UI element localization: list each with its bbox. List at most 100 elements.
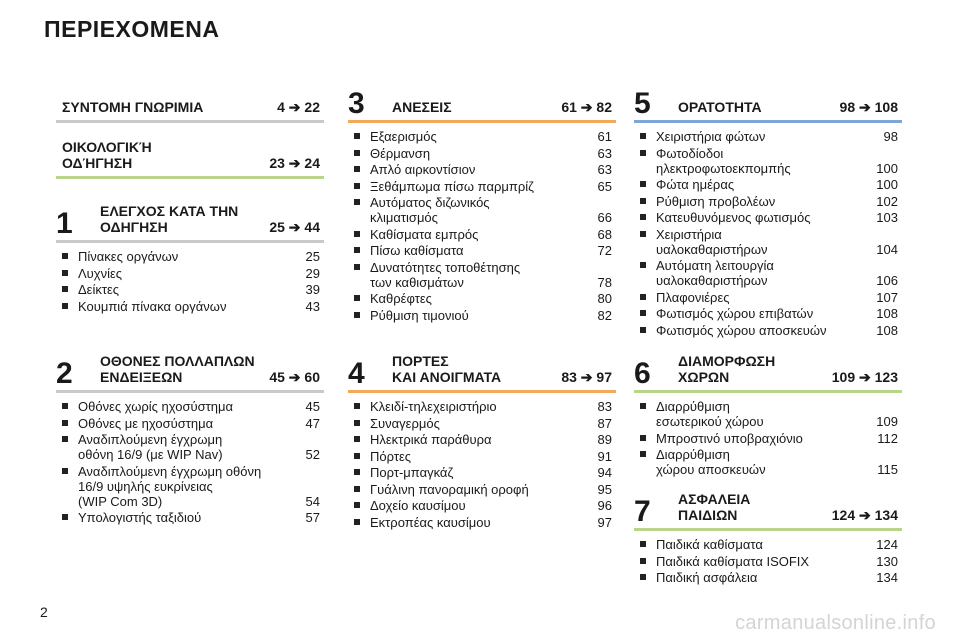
toc-list: Πίνακες οργάνων 25 Λυχνίες 29 Δείκτες 39 Κο… (56, 249, 324, 314)
page-number: 45 (305, 399, 320, 414)
toc-item[interactable]: Κατευθυνόμενος φωτισμός 103 (634, 210, 902, 225)
section-divider (56, 120, 324, 123)
toc-item[interactable]: Χειριστήρια υαλοκαθαριστήρων 104 (634, 227, 902, 257)
page-number: 104 (876, 241, 898, 257)
page-number: 97 (597, 514, 612, 530)
section-number: 1 (56, 207, 73, 240)
section-title: ΠΟΡΤΕΣ ΚΑΙ ΑΝΟΙΓΜΑΤΑ (392, 353, 502, 385)
page-number: 83 (597, 399, 612, 414)
toc-item[interactable]: Αυτόματη λειτουργία υαλοκαθαριστήρων 106 (634, 258, 902, 288)
toc-item[interactable]: Λυχνίες 29 (56, 266, 324, 281)
section-7-header[interactable]: 7 ΑΣΦΑΛΕΙΑ ΠΑΙΔΙΩΝ 124 ➔ 134 (634, 486, 902, 528)
toc-item[interactable]: Παιδικά καθίσματα 124 (634, 537, 902, 552)
toc-item[interactable]: Δείκτες 39 (56, 282, 324, 297)
toc-item[interactable]: Πόρτες 91 (348, 449, 616, 464)
toc-item[interactable]: Αναδιπλούμενη έγχρωμη οθόνη 16/9 (με WIP… (56, 432, 324, 462)
section-number: 7 (634, 495, 651, 528)
page-number: 80 (597, 291, 612, 306)
section-5-header[interactable]: 5 ΟΡΑΤΟΤΗΤΑ 98 ➔ 108 (634, 78, 902, 119)
page-range: 23 ➔ 24 (269, 155, 320, 171)
section-intro-header[interactable]: ΣΥΝΤΟΜΗ ΓΝΩΡΙΜΙΑ 4 ➔ 22 (56, 78, 324, 118)
toc-item[interactable]: Δυνατότητες τοποθέτησης των καθισμάτων 78 (348, 260, 616, 290)
toc-item[interactable]: Χειριστήρια φώτων 98 (634, 129, 902, 144)
toc-item[interactable]: Ξεθάμπωμα πίσω παρμπρίζ 65 (348, 179, 616, 194)
section-title: ΣΥΝΤΟΜΗ ΓΝΩΡΙΜΙΑ (62, 99, 204, 115)
section-1-header[interactable]: 1 ΕΛΕΓΧΟΣ ΚΑΤΑ ΤΗΝ ΟΔΗΓΗΣΗ 25 ➔ 44 (56, 198, 324, 240)
toc-item[interactable]: Πορτ-μπαγκάζ 94 (348, 465, 616, 480)
toc-item[interactable]: Μπροστινό υποβραχιόνιο 112 (634, 431, 902, 446)
section-title: ΔΙΑΜΟΡΦΩΣΗ ΧΩΡΩΝ (678, 353, 776, 385)
page-number: 61 (597, 129, 612, 144)
toc-item[interactable]: Δοχείο καυσίμου 96 (348, 498, 616, 513)
toc-item[interactable]: Διαρρύθμιση χώρου αποσκευών 115 (634, 447, 902, 477)
page-number: 65 (597, 178, 612, 194)
toc-item[interactable]: Καθρέφτες 80 (348, 291, 616, 306)
toc-item[interactable]: Οθόνες χωρίς ηχοσύστημα 45 (56, 399, 324, 414)
toc-item[interactable]: Απλό αιρκοντίσιον 63 (348, 162, 616, 177)
section-5: 5 ΟΡΑΤΟΤΗΤΑ 98 ➔ 108 Χειριστήρια φώτων 98… (634, 78, 902, 339)
section-number: 6 (634, 357, 651, 390)
toc-list: Διαρρύθμιση εσωτερικού χώρου 109 Μπροστιν… (634, 399, 902, 477)
page-number: 107 (876, 289, 898, 305)
toc-item[interactable]: Φωτισμός χώρου αποσκευών 108 (634, 323, 902, 338)
toc-item[interactable]: Παιδικά καθίσματα ISOFIX 130 (634, 554, 902, 569)
page-number: 68 (597, 226, 612, 242)
section-3-header[interactable]: 3 ΑΝΕΣΕΙΣ 61 ➔ 82 (348, 78, 616, 120)
section-title: ΑΣΦΑΛΕΙΑ ΠΑΙΔΙΩΝ (678, 491, 751, 523)
toc-item[interactable]: Φωτοδίοδοι ηλεκτροφωτοεκπομπής 100 (634, 146, 902, 176)
toc-list: Κλειδί-τηλεχειριστήριο 83 Συναγερμός 87 Ηλ… (348, 399, 616, 530)
section-6: 6 ΔΙΑΜΟΡΦΩΣΗ ΧΩΡΩΝ 109 ➔ 123 Διαρρύθμιση… (634, 348, 902, 479)
page-number: 47 (305, 415, 320, 431)
toc-item[interactable]: Υπολογιστής ταξιδιού 57 (56, 510, 324, 525)
toc-item[interactable]: Παιδική ασφάλεια 134 (634, 570, 902, 585)
section-title: ΑΝΕΣΕΙΣ (392, 99, 452, 115)
toc-item[interactable]: Αναδιπλούμενη έγχρωμη οθόνη 16/9 υψηλής … (56, 464, 324, 509)
toc-item[interactable]: Αυτόματος διζωνικός κλιματισμός 66 (348, 195, 616, 225)
toc-item[interactable]: Εξαερισμός 61 (348, 129, 616, 144)
toc-item[interactable]: Γυάλινη πανοραμική οροφή 95 (348, 482, 616, 497)
page-number: 106 (876, 273, 898, 288)
section-2-header[interactable]: 2 ΟΘΟΝΕΣ ΠΟΛΛΑΠΛΩΝ ΕΝΔΕΙΞΕΩΝ 45 ➔ 60 (56, 348, 324, 389)
page-number: 25 (305, 249, 320, 264)
page-number: 63 (597, 162, 612, 177)
toc-list: Εξαερισμός 61 Θέρμανση 63 Απλό αιρκοντίσιο… (348, 129, 616, 323)
toc-item[interactable]: Συναγερμός 87 (348, 416, 616, 431)
section-divider (634, 528, 902, 531)
page-number: 29 (305, 265, 320, 281)
toc-item[interactable]: Φωτισμός χώρου επιβατών 108 (634, 306, 902, 321)
toc-item[interactable]: Οθόνες με ηχοσύστημα 47 (56, 416, 324, 431)
page-number: 94 (597, 465, 612, 480)
section-title: ΕΛΕΓΧΟΣ ΚΑΤΑ ΤΗΝ ΟΔΗΓΗΣΗ (100, 203, 239, 235)
toc-list: Οθόνες χωρίς ηχοσύστημα 45 Οθόνες με ηχοσ… (56, 399, 324, 525)
toc-item[interactable]: Διαρρύθμιση εσωτερικού χώρου 109 (634, 399, 902, 429)
toc-item[interactable]: Καθίσματα εμπρός 68 (348, 227, 616, 242)
toc-item[interactable]: Κλειδί-τηλεχειριστήριο 83 (348, 399, 616, 414)
toc-item[interactable]: Πλαφονιέρες 107 (634, 290, 902, 305)
section-4-header[interactable]: 4 ΠΟΡΤΕΣ ΚΑΙ ΑΝΟΙΓΜΑΤΑ 83 ➔ 97 (348, 348, 616, 389)
page-number: 102 (876, 193, 898, 209)
page-number: 100 (876, 177, 898, 192)
toc-item[interactable]: Ρύθμιση προβολέων 102 (634, 194, 902, 209)
toc-item[interactable]: Πίνακες οργάνων 25 (56, 249, 324, 264)
toc-item[interactable]: Εκτροπέας καυσίμου 97 (348, 515, 616, 530)
section-2: 2 ΟΘΟΝΕΣ ΠΟΛΛΑΠΛΩΝ ΕΝΔΕΙΞΕΩΝ 45 ➔ 60 Οθό… (56, 348, 324, 527)
toc-item[interactable]: Κουμπιά πίνακα οργάνων 43 (56, 299, 324, 314)
section-title: ΟΘΟΝΕΣ ΠΟΛΛΑΠΛΩΝ ΕΝΔΕΙΞΕΩΝ (100, 353, 255, 385)
section-6-header[interactable]: 6 ΔΙΑΜΟΡΦΩΣΗ ΧΩΡΩΝ 109 ➔ 123 (634, 348, 902, 390)
toc-item[interactable]: Θέρμανση 63 (348, 146, 616, 161)
page-number: 115 (877, 462, 898, 477)
toc-list: Χειριστήρια φώτων 98 Φωτοδίοδοι ηλεκτροφω… (634, 129, 902, 338)
toc-item[interactable]: Φώτα ημέρας 100 (634, 177, 902, 192)
section-divider (56, 240, 324, 243)
section-4: 4 ΠΟΡΤΕΣ ΚΑΙ ΑΝΟΙΓΜΑΤΑ 83 ➔ 97 Κλειδί-τη… (348, 348, 616, 531)
section-number: 3 (348, 87, 365, 120)
toc-item[interactable]: Ηλεκτρικά παράθυρα 89 (348, 432, 616, 447)
page-range: 45 ➔ 60 (269, 369, 320, 385)
section-divider (56, 176, 324, 179)
toc-item[interactable]: Πίσω καθίσματα 72 (348, 243, 616, 258)
page-number: 130 (876, 553, 898, 569)
page-range: 109 ➔ 123 (831, 369, 898, 385)
section-eco-header[interactable]: ΟΙΚΟΛΟΓΙΚΉ ΟΔΉΓΗΣΗ 23 ➔ 24 (56, 134, 324, 174)
toc-item[interactable]: Ρύθμιση τιμονιού 82 (348, 308, 616, 323)
page-number: 91 (597, 448, 612, 464)
